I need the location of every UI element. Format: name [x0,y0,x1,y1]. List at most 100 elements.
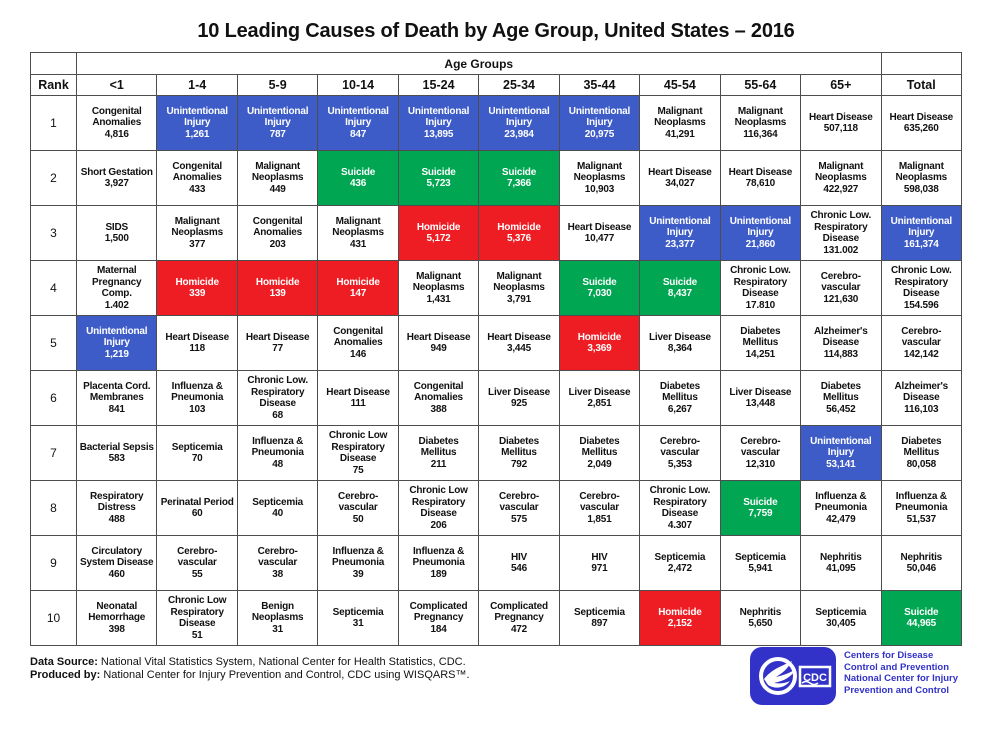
cause-cell: Alzheimer's Disease 114,883 [800,315,882,371]
death-count: 1,851 [587,513,612,525]
cdc-logo-block: CDC Centers for Disease Control and Prev… [750,647,958,705]
cause-name: Heart Disease [165,331,229,343]
cause-cell: Unintentional Injury 1,219 [75,315,158,371]
column-header-1-4: 1-4 [156,74,238,96]
cause-cell: Cerebro-vascular 12,310 [719,425,802,481]
cause-name: HIV [591,551,608,563]
cause-name: Malignant Neoplasms [412,270,465,294]
cause-name: Heart Disease [889,111,954,123]
cause-name: Liver Disease [648,331,711,343]
death-count: 41,291 [665,128,695,140]
cause-name: Malignant Neoplasms [171,215,223,239]
cause-name: Liver Disease [568,386,631,398]
cause-name: Unintentional Injury [488,105,550,129]
death-count: 7,759 [748,508,773,519]
cause-cell: Placenta Cord. Membranes 841 [75,370,158,426]
age-groups-row: Age Groups [30,52,963,75]
cause-name: Suicide [662,276,697,288]
cause-name: Nephritis [739,606,782,618]
cause-cell: Liver Disease 925 [478,370,560,426]
logo-caption-line: Control and Prevention [844,661,950,673]
cause-cell: Liver Disease 8,364 [639,315,721,371]
cause-name: Unintentional Injury [649,215,711,239]
table-body: 1 Congenital Anomalies 4,816 Unintentional … [30,95,963,646]
cause-name: Unintentional Injury [407,105,470,129]
cause-name: Diabetes Mellitus [740,325,781,349]
cause-name: Perinatal Period [160,496,234,508]
cause-name: Liver Disease [488,386,550,398]
logo-caption-line: Centers for Disease [844,650,934,661]
cause-name: Homicide [658,606,702,618]
rank-cell: 2 [30,150,77,206]
cause-cell: Diabetes Mellitus 2,049 [558,425,641,481]
cause-cell: Congenital Anomalies 146 [317,315,399,371]
death-count: 53,141 [826,458,856,470]
death-count: 2,152 [667,618,692,629]
death-count: 436 [350,178,367,189]
cause-name: Cerebro-vascular [740,435,781,459]
death-count: 14,251 [745,348,776,360]
death-count: 139 [269,288,286,299]
cause-cell: Heart Disease 3,445 [478,315,560,371]
cause-cell: Suicide 8,437 [639,260,721,316]
cause-cell: Diabetes Mellitus 211 [397,425,480,481]
cause-cell: Septicemia 40 [236,480,319,536]
death-count: 897 [591,618,608,629]
death-count: 507,118 [823,123,858,134]
cause-name: Influenza & Pneumonia [895,490,948,514]
cause-cell: Chronic Low. Respiratory Disease 17.810 [719,260,802,316]
cause-name: Septicemia [815,606,867,618]
cause-name: HIV [510,551,528,563]
cause-cell: Septicemia 2,472 [639,535,721,591]
age-groups-header: Age Groups [76,52,882,75]
cause-name: Homicide [175,276,219,288]
table-row: 6 Placenta Cord. Membranes 841 Influenza & … [30,370,963,426]
death-count: 925 [510,398,528,409]
cause-cell: Septicemia 70 [156,425,238,481]
column-header-10-14: 10-14 [317,74,399,96]
death-count: 431 [350,238,367,250]
cause-name: Chronic Low Respiratory Disease [168,595,227,629]
table-row: 1 Congenital Anomalies 4,816 Unintentional … [30,95,963,151]
cause-cell: Bacterial Sepsis 583 [75,425,158,481]
death-count: 116,364 [743,128,778,140]
cause-cell: Alzheimer's Disease 116,103 [880,370,963,426]
death-count: 422,927 [823,183,859,195]
death-count: 1.402 [104,299,129,311]
death-count: 39 [352,568,364,580]
cause-cell: Malignant Neoplasms 431 [317,205,399,261]
cause-name: Septicemia [654,551,706,563]
death-count: 3,791 [506,293,531,305]
cause-cell: Homicide 5,172 [397,205,480,261]
cause-cell: Malignant Neoplasms 449 [236,150,319,206]
table-row: 10 Neonatal Hemorrhage 398 Chronic Low Resp… [30,590,963,646]
cause-cell: Unintentional Injury 23,984 [478,95,560,151]
cause-cell: Diabetes Mellitus 792 [478,425,560,481]
cause-cell: Malignant Neoplasms 377 [156,205,238,261]
death-count: 377 [189,238,206,250]
cause-name: Malignant Neoplasms [573,160,626,184]
death-count: 3,445 [506,343,531,354]
cause-cell: Homicide 3,369 [558,315,641,371]
cause-name: Chronic Low. Respiratory Disease [890,265,952,299]
cause-name: Unintentional Injury [810,435,872,459]
cause-name: Suicide [904,606,939,618]
cause-cell: Unintentional Injury 21,860 [719,205,802,261]
cause-name: Nephritis [820,551,862,563]
death-count: 51,537 [906,513,937,525]
produced-by-line: Produced by: National Center for Injury … [30,669,470,682]
cause-cell: Congenital Anomalies 203 [236,205,319,261]
cause-name: Maternal Pregnancy Comp. [92,265,142,299]
cause-cell: Cerebro-vascular 5,353 [639,425,721,481]
cause-name: Suicide [421,166,456,178]
death-count: 546 [510,563,528,574]
column-header-25-34: 25-34 [478,74,560,96]
cause-cell: Diabetes Mellitus 56,452 [800,370,882,426]
cause-name: Heart Disease [406,331,471,343]
death-count: 2,472 [667,563,692,574]
cause-cell: Unintentional Injury 1,261 [156,95,238,151]
cause-name: Malignant Neoplasms [251,160,304,184]
rank-cell: 8 [30,480,77,536]
cause-cell: Septicemia 31 [317,590,399,646]
